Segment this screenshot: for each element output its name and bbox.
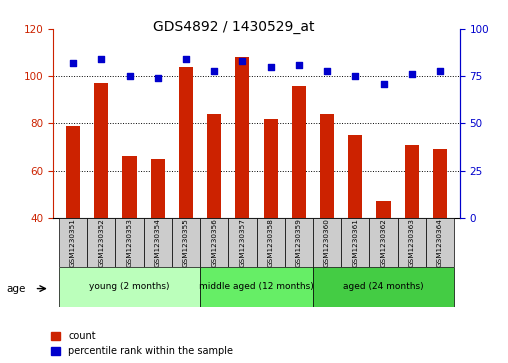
Point <box>210 68 218 73</box>
Bar <box>94 83 108 218</box>
Bar <box>179 67 193 218</box>
Text: GSM1230364: GSM1230364 <box>437 218 443 267</box>
Text: GSM1230351: GSM1230351 <box>70 218 76 267</box>
Text: aged (24 months): aged (24 months) <box>343 282 424 291</box>
Bar <box>200 267 313 307</box>
Text: GSM1230357: GSM1230357 <box>239 218 245 267</box>
Point <box>238 58 246 64</box>
Bar <box>405 144 419 218</box>
Bar <box>257 218 285 267</box>
Bar <box>228 218 257 267</box>
Text: young (2 months): young (2 months) <box>89 282 170 291</box>
Text: GDS4892 / 1430529_at: GDS4892 / 1430529_at <box>153 20 314 34</box>
Bar <box>264 119 278 218</box>
Point <box>182 56 190 62</box>
Text: GSM1230363: GSM1230363 <box>409 218 415 267</box>
Text: GSM1230358: GSM1230358 <box>268 218 274 267</box>
Text: GSM1230355: GSM1230355 <box>183 218 189 267</box>
Bar <box>285 218 313 267</box>
Bar <box>292 86 306 218</box>
Bar <box>433 150 447 218</box>
Text: GSM1230359: GSM1230359 <box>296 218 302 267</box>
Bar <box>320 114 334 218</box>
Bar <box>59 218 87 267</box>
Text: GSM1230356: GSM1230356 <box>211 218 217 267</box>
Point <box>69 60 77 66</box>
Point <box>351 73 359 79</box>
Point <box>267 64 275 70</box>
Point <box>379 81 388 87</box>
Bar <box>59 267 200 307</box>
Bar <box>426 218 454 267</box>
Bar <box>207 114 221 218</box>
Text: GSM1230361: GSM1230361 <box>353 218 358 267</box>
Legend: count, percentile rank within the sample: count, percentile rank within the sample <box>51 331 233 356</box>
Bar <box>398 218 426 267</box>
Bar <box>200 218 228 267</box>
Text: GSM1230362: GSM1230362 <box>380 218 387 267</box>
Text: GSM1230360: GSM1230360 <box>324 218 330 267</box>
Bar <box>151 159 165 218</box>
Bar <box>172 218 200 267</box>
Bar <box>235 57 249 218</box>
Text: GSM1230352: GSM1230352 <box>99 218 104 267</box>
Bar <box>144 218 172 267</box>
Bar <box>313 267 454 307</box>
Bar <box>348 135 362 218</box>
Text: GSM1230353: GSM1230353 <box>126 218 133 267</box>
Point <box>408 72 416 77</box>
Bar <box>87 218 115 267</box>
Point <box>154 75 162 81</box>
Point <box>295 62 303 68</box>
Point <box>323 68 331 73</box>
Point <box>125 73 134 79</box>
Bar <box>66 126 80 218</box>
Text: GSM1230354: GSM1230354 <box>155 218 161 267</box>
Bar <box>369 218 398 267</box>
Bar <box>341 218 369 267</box>
Bar <box>376 201 391 218</box>
Bar <box>122 156 137 218</box>
Point <box>97 56 105 62</box>
Bar <box>313 218 341 267</box>
Bar <box>115 218 144 267</box>
Text: age: age <box>6 284 25 294</box>
Text: middle aged (12 months): middle aged (12 months) <box>199 282 314 291</box>
Point <box>436 68 444 73</box>
